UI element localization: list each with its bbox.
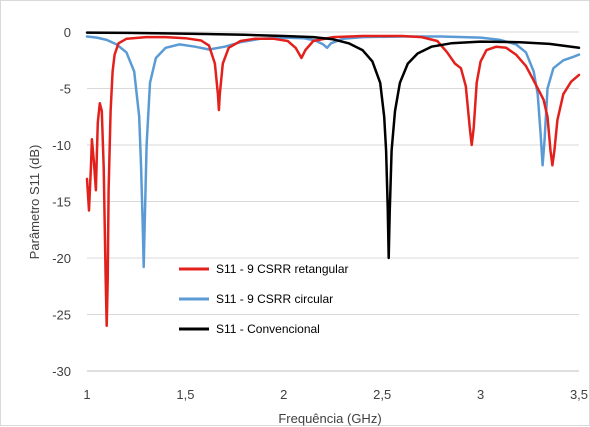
x-tick-label: 1 <box>83 387 90 402</box>
legend-label-convencional: S11 - Convencional <box>216 322 320 336</box>
legend-label-retangular: S11 - 9 CSRR retangular <box>216 262 349 276</box>
x-axis-title: Frequência (GHz) <box>278 411 381 426</box>
legend-label-circular: S11 - 9 CSRR circular <box>216 292 333 306</box>
series-lines <box>85 31 581 328</box>
x-tick-label: 3,5 <box>570 387 588 402</box>
x-tick-label: 3 <box>477 387 484 402</box>
series-line-circular <box>85 35 581 269</box>
y-tick-label: -20 <box>52 251 71 266</box>
x-tick-label: 2 <box>280 387 287 402</box>
series-line-retangular <box>85 34 581 328</box>
x-tick-labels: 1 1,5 2 2,5 3 3,5 <box>83 387 588 402</box>
y-tick-label: -10 <box>52 138 71 153</box>
y-tick-label: 0 <box>64 25 71 40</box>
gridlines <box>87 31 579 372</box>
y-tick-label: -15 <box>52 195 71 210</box>
y-tick-label: -25 <box>52 308 71 323</box>
y-tick-label: -30 <box>52 364 71 379</box>
series-line-convencional <box>85 31 581 260</box>
y-tick-label: -5 <box>59 82 71 97</box>
legend: S11 - 9 CSRR retangular S11 - 9 CSRR cir… <box>179 262 349 336</box>
y-axis-title: Parâmetro S11 (dB) <box>27 145 42 260</box>
x-tick-label: 2,5 <box>373 387 391 402</box>
y-tick-labels: 0 -5 -10 -15 -20 -25 -30 <box>52 25 71 379</box>
x-tick-label: 1,5 <box>176 387 194 402</box>
